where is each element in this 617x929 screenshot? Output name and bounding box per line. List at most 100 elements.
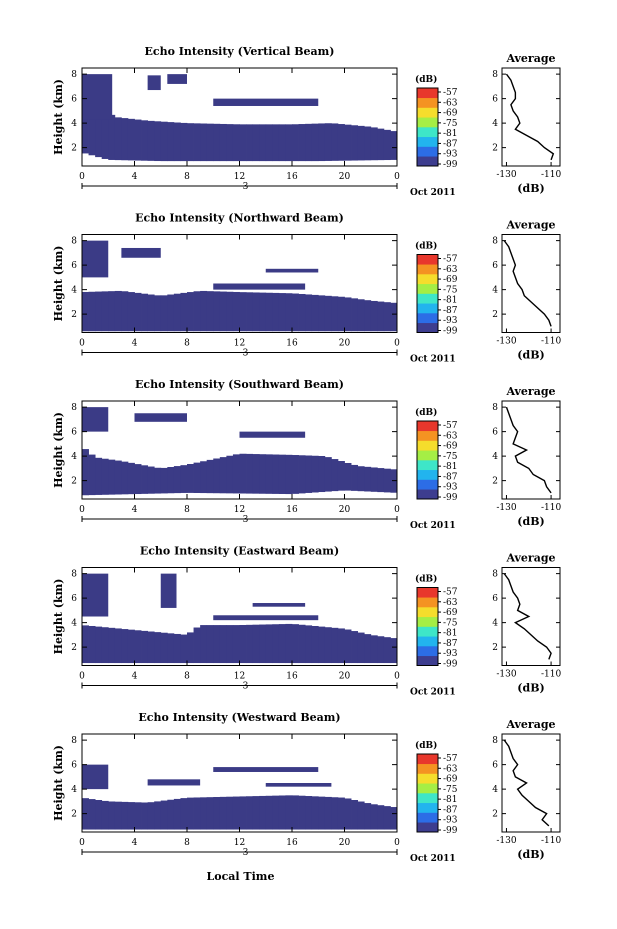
- echo-column: [259, 124, 267, 162]
- echo-layer: [213, 767, 319, 772]
- avg-x-tick-label: -110: [541, 337, 561, 347]
- echo-column: [305, 455, 313, 493]
- echo-column: [331, 296, 339, 332]
- avg-y-tick-label: 4: [492, 119, 498, 129]
- echo-column: [344, 297, 352, 332]
- echo-layer: [239, 431, 306, 438]
- echo-column: [121, 629, 129, 664]
- echo-column: [370, 804, 378, 830]
- colorbar-frame: [416, 753, 439, 833]
- echo-column: [127, 629, 135, 664]
- colorbar-label: -99: [443, 160, 458, 170]
- echo-column: [213, 123, 221, 162]
- avg-y-tick-label: 2: [492, 643, 498, 653]
- echo-column: [259, 795, 267, 830]
- colorbar: (dB) -57-63-69-75-81-87-93-99: [415, 574, 458, 670]
- colorbar-label: -57: [443, 588, 458, 598]
- echo-column: [377, 128, 385, 161]
- colorbar-frame: [416, 420, 439, 500]
- echo-column: [187, 797, 194, 830]
- echo-column: [331, 123, 339, 161]
- colorbar-swatch: [417, 274, 438, 285]
- echo-column: [193, 291, 201, 332]
- colorbar-label: -69: [443, 109, 458, 119]
- colorbar-swatch: [417, 587, 438, 598]
- average-frame: [501, 567, 561, 666]
- x-tick-label: 20: [339, 838, 351, 848]
- echo-column: [95, 626, 103, 664]
- avg-y-tick-label: 6: [492, 761, 498, 771]
- colorbar-swatch: [417, 293, 438, 304]
- echo-column: [364, 466, 372, 492]
- echo-layer: [82, 74, 113, 120]
- echo-column: [278, 624, 286, 664]
- x-axis-label: Local Time: [207, 870, 275, 883]
- echo-column: [226, 796, 234, 830]
- echo-layer: [160, 573, 177, 608]
- y-tick-label: 6: [71, 594, 77, 604]
- echo-column: [305, 625, 313, 664]
- x-tick-label: 20: [339, 672, 351, 682]
- avg-y-tick-label: 4: [492, 785, 498, 795]
- echo-layer: [213, 283, 306, 290]
- avg-y-tick-label: 2: [492, 310, 498, 320]
- echo-column: [219, 457, 227, 494]
- avg-y-tick-label: 4: [492, 286, 498, 296]
- echo-column: [154, 121, 162, 162]
- echo-column: [200, 461, 208, 494]
- echo-column: [272, 124, 280, 162]
- y-tick-label: 2: [71, 144, 77, 154]
- colorbar-label: -69: [443, 775, 458, 785]
- heatmap-echo: [82, 74, 398, 162]
- y-axis-label: Height (km): [52, 246, 65, 322]
- colorbar-frame: [416, 87, 439, 167]
- echo-column: [95, 291, 103, 332]
- colorbar-swatch: [417, 597, 438, 608]
- colorbar-label: -63: [443, 265, 458, 275]
- echo-column: [173, 633, 181, 664]
- x-tick-label: 4: [132, 672, 138, 682]
- echo-column: [193, 627, 201, 664]
- avg-x-tick-label: -130: [496, 337, 516, 347]
- y-axis-label: Height (km): [52, 412, 65, 488]
- echo-column: [324, 123, 332, 161]
- colorbar-swatch: [417, 754, 438, 765]
- echo-column: [160, 467, 168, 494]
- echo-column: [173, 466, 181, 494]
- echo-column: [351, 125, 359, 161]
- x-tick-label: 8: [184, 838, 190, 848]
- colorbar-label: -99: [443, 826, 458, 836]
- avg-x-tick-label: -110: [541, 170, 561, 180]
- echo-column: [318, 796, 326, 830]
- echo-column: [121, 291, 129, 332]
- echo-column: [200, 123, 208, 162]
- echo-column: [114, 628, 122, 664]
- x-tick-label: 4: [132, 838, 138, 848]
- echo-column: [305, 796, 313, 830]
- colorbar-label: -69: [443, 442, 458, 452]
- echo-column: [108, 459, 116, 495]
- echo-column: [298, 795, 306, 830]
- avg-y-tick-label: 6: [492, 594, 498, 604]
- colorbar-label: -87: [443, 805, 458, 815]
- colorbar-swatch: [417, 303, 438, 314]
- echo-column: [311, 796, 319, 830]
- echo-column: [173, 798, 181, 830]
- echo-column: [292, 455, 299, 494]
- y-tick-label: 8: [71, 403, 77, 413]
- x-tick-label: 16: [286, 672, 298, 682]
- x-tick-label: 16: [286, 838, 298, 848]
- echo-column: [232, 625, 240, 664]
- average-frame: [501, 400, 561, 500]
- echo-column: [114, 460, 122, 495]
- average-frame: [501, 67, 561, 167]
- y-tick-label: 6: [71, 761, 77, 771]
- echo-column: [121, 461, 129, 495]
- heatmap-echo: [82, 407, 398, 496]
- avg-x-tick-label: -130: [496, 170, 516, 180]
- avg-x-tick-label: -130: [496, 503, 516, 513]
- heatmap-title: Echo Intensity (Northward Beam): [135, 212, 344, 225]
- echo-column: [311, 123, 319, 162]
- echo-column: [252, 292, 260, 332]
